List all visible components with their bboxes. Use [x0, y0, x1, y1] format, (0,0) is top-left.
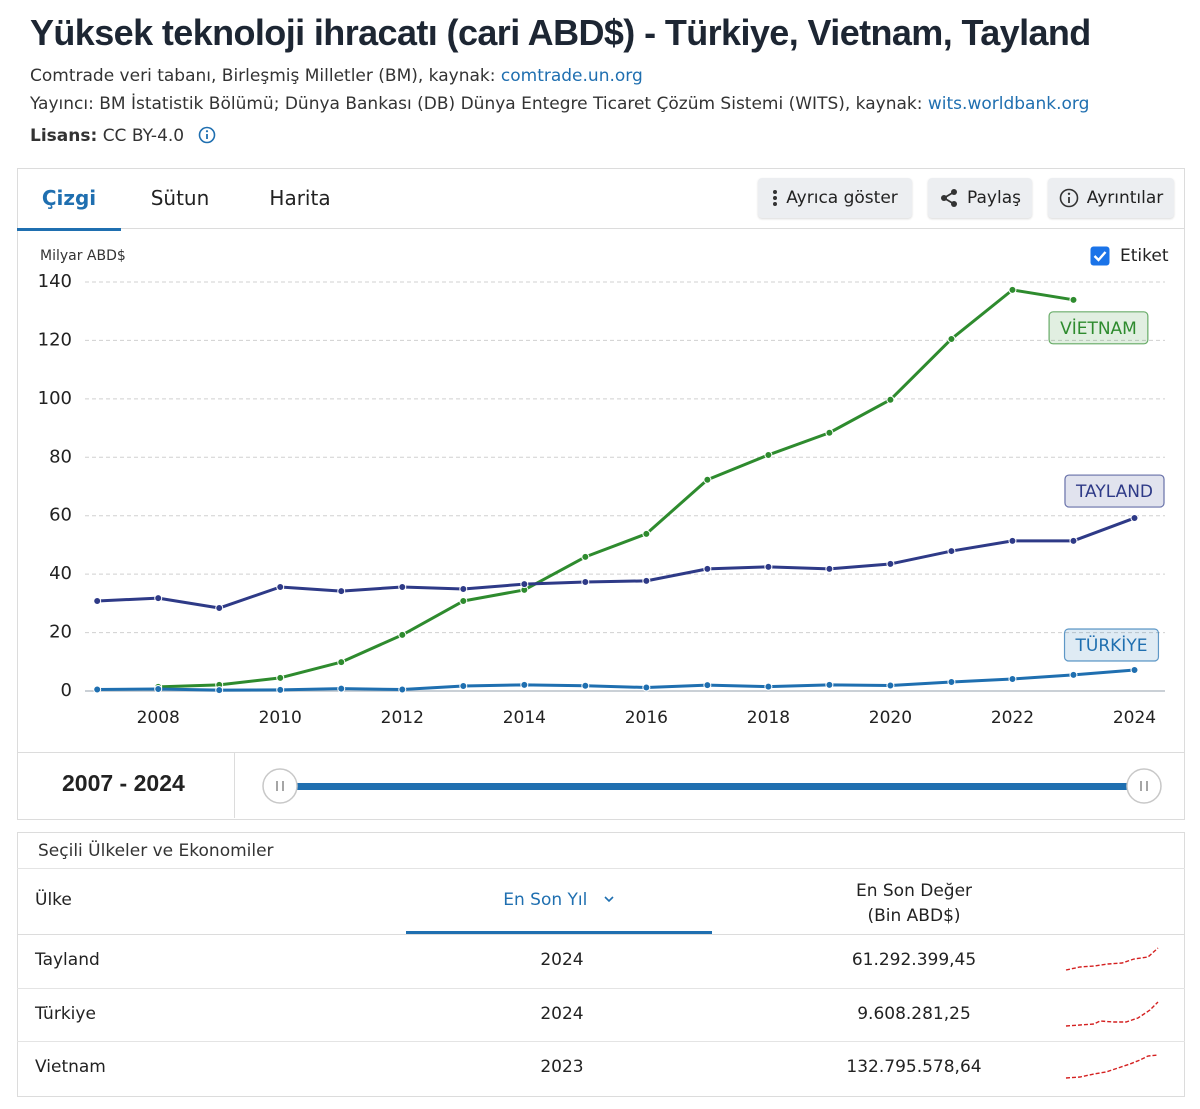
- info-icon[interactable]: [198, 126, 216, 144]
- share-icon: [941, 189, 958, 207]
- column-header[interactable]: En Son Yıl: [406, 890, 712, 910]
- slider-divider: [17, 752, 1185, 753]
- publisher-label: Yayıncı:: [30, 94, 94, 114]
- tab[interactable]: Çizgi: [17, 170, 121, 231]
- cell: Vietnam: [35, 1057, 106, 1077]
- slider-track: [280, 783, 1145, 790]
- column-header: Ülke: [35, 890, 72, 910]
- sparkline: [1065, 947, 1159, 971]
- show-also-button[interactable]: Ayrıca göster: [758, 178, 912, 218]
- share-button[interactable]: Paylaş: [928, 178, 1032, 218]
- publisher-text: BM İstatistik Bölümü; Dünya Bankası (DB)…: [99, 94, 923, 114]
- cell: Türkiye: [35, 1004, 96, 1024]
- cell: 132.795.578,64: [846, 1057, 982, 1077]
- slider-handle[interactable]: [262, 768, 298, 804]
- license-label: Lisans:: [30, 126, 98, 146]
- source-line: Comtrade veri tabanı, Birleşmiş Milletle…: [30, 66, 643, 86]
- cell: 9.608.281,25: [857, 1004, 971, 1024]
- cell: 2023: [540, 1057, 584, 1077]
- sparkline: [1065, 1054, 1159, 1079]
- page-title: Yüksek teknoloji ihracatı (cari ABD$) - …: [30, 12, 1091, 53]
- publisher-line: Yayıncı: BM İstatistik Bölümü; Dünya Ban…: [30, 94, 1089, 114]
- button-label: Ayrıca göster: [786, 188, 898, 208]
- sparklines: [1065, 947, 1159, 1079]
- cell: Tayland: [35, 950, 100, 970]
- row-divider: [17, 868, 1185, 869]
- cell: 61.292.399,45: [851, 950, 977, 970]
- tab-divider: [17, 228, 1185, 229]
- row-divider: [17, 988, 1185, 989]
- tab[interactable]: Sütun: [150, 186, 210, 210]
- button-label: Ayrıntılar: [1086, 188, 1164, 208]
- sort-icon: [604, 896, 614, 903]
- row-divider: [17, 1041, 1185, 1042]
- range-label: 2007 - 2024: [62, 770, 185, 796]
- slider-divider: [234, 753, 235, 818]
- info-icon: [1059, 188, 1079, 208]
- column-header-line: En Son Değer: [855, 881, 973, 901]
- sparkline: [1065, 1001, 1159, 1027]
- cell: 2024: [540, 950, 584, 970]
- publisher-link[interactable]: wits.worldbank.org: [927, 94, 1090, 114]
- slider-handle[interactable]: [1126, 768, 1162, 804]
- toggle-label: Etiket: [1120, 246, 1169, 266]
- range-slider[interactable]: [255, 765, 1170, 809]
- source-text: Comtrade veri tabanı, Birleşmiş Milletle…: [30, 66, 496, 86]
- label-toggle[interactable]: Etiket: [1090, 246, 1169, 266]
- sort-underline: [406, 931, 712, 934]
- details-button[interactable]: Ayrıntılar: [1048, 178, 1174, 218]
- license-line: Lisans: CC BY-4.0: [30, 126, 216, 146]
- license-value: CC BY-4.0: [102, 126, 185, 146]
- column-header-line: (Bin ABD$): [867, 906, 961, 926]
- chart-card: [17, 168, 1185, 820]
- source-link[interactable]: comtrade.un.org: [500, 66, 643, 86]
- row-divider: [17, 934, 1185, 935]
- tab[interactable]: Harita: [269, 186, 331, 210]
- table-title: Seçili Ülkeler ve Ekonomiler: [38, 841, 274, 861]
- column-header: En Son Değer (Bin ABD$): [800, 879, 1028, 929]
- checkbox[interactable]: [1090, 246, 1110, 266]
- dots-icon: [773, 190, 778, 206]
- cell: 2024: [540, 1004, 584, 1024]
- button-label: Paylaş: [967, 188, 1021, 208]
- table-card: [17, 832, 1185, 1097]
- column-header-text: En Son Yıl: [503, 890, 588, 910]
